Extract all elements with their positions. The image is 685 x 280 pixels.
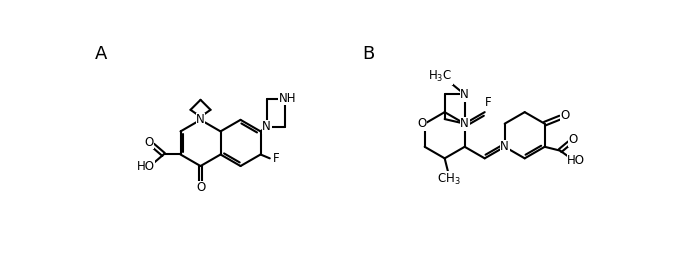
Text: O: O — [196, 181, 205, 194]
Text: HO: HO — [137, 160, 155, 172]
Text: N: N — [460, 117, 469, 130]
Text: HO: HO — [567, 154, 585, 167]
Text: O: O — [560, 109, 569, 122]
Text: A: A — [95, 45, 108, 63]
Text: N: N — [500, 140, 509, 153]
Text: H$_3$C: H$_3$C — [428, 69, 452, 84]
Text: O: O — [569, 133, 578, 146]
Text: B: B — [362, 45, 375, 63]
Text: F: F — [273, 152, 279, 165]
Text: N: N — [196, 113, 205, 126]
Text: CH$_3$: CH$_3$ — [436, 172, 460, 187]
Text: O: O — [145, 136, 153, 149]
Text: N: N — [262, 120, 271, 133]
Text: N: N — [460, 88, 469, 101]
Text: O: O — [417, 117, 426, 130]
Text: NH: NH — [279, 92, 296, 105]
Text: F: F — [485, 96, 492, 109]
